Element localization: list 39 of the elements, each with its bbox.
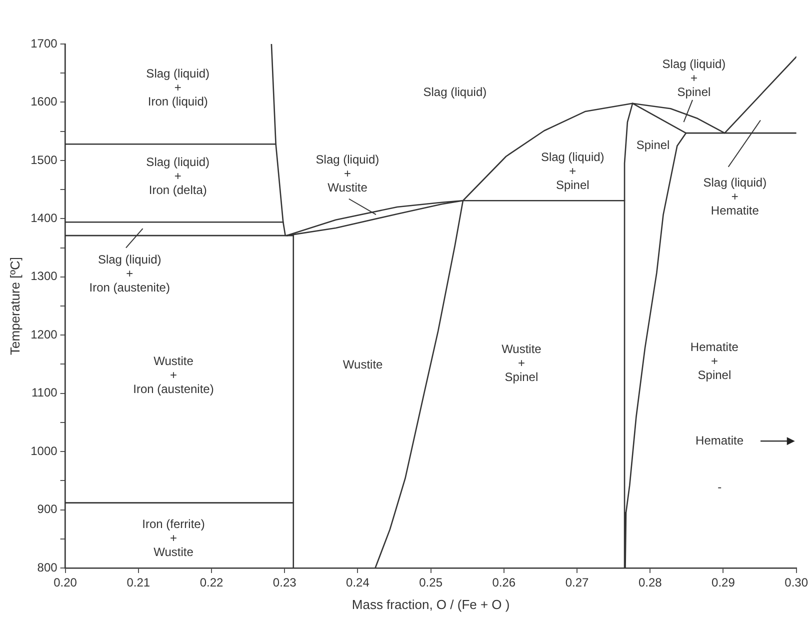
annotation: Spinel [636,138,670,152]
x-tick-label: 0.30 [784,576,808,590]
y-tick-label: 1300 [30,269,58,284]
x-tick-label: 0.23 [272,576,297,590]
annotation: Slag (liquid) + Spinel [662,57,726,100]
annotation: Iron (ferrite) + Wustite [142,517,205,560]
annotation: Slag (liquid) + Hematite [703,175,767,218]
annotation: Wustite [342,358,384,372]
annotation: Slag (liquid) [423,85,487,100]
annotation: Wustite + Spinel [502,342,542,384]
x-tick-label: 0.24 [346,576,370,590]
annotation: Slag (liquid) + Wustite [316,152,380,195]
annotation: Slag (liquid) + Iron (liquid) [146,66,210,109]
y-tick-label: 1100 [31,386,58,400]
annotation: Slag (liquid) + Iron (delta) [146,155,210,198]
y-axis-title: Temperature [ºC] [7,257,22,355]
y-tick-label: 1600 [30,94,58,109]
x-axis-title: Mass fraction, O / (Fe + O ) [352,596,510,612]
x-tick-label: 0.21 [126,576,150,590]
y-tick-label: 1200 [30,327,58,342]
y-tick-label: 1500 [30,152,58,167]
y-tick-label: 1700 [30,36,58,50]
x-tick-label: 0.25 [419,576,443,590]
x-tick-label: 0.29 [712,576,736,590]
x-tick-label: 0.26 [492,576,516,590]
annotation: Slag (liquid) + Spinel [540,150,604,192]
annotation: Wustite + Iron (austenite) [133,354,214,396]
x-tick-label: 0.28 [638,576,662,590]
y-tick-label: 800 [37,560,58,574]
annotation: Hematite [696,433,744,448]
annotation: Hematite + Spinel [690,340,739,382]
x-tick-label: 0.20 [54,576,78,590]
annotation: - [718,480,722,494]
x-tick-label: 0.22 [200,576,224,590]
annotation: Slag (liquid) + Iron (austenite) [89,252,170,294]
y-tick-label: 900 [37,502,58,516]
y-tick-label: 1000 [30,444,58,458]
x-tick-label: 0.27 [565,576,590,590]
y-tick-label: 1400 [30,210,58,225]
